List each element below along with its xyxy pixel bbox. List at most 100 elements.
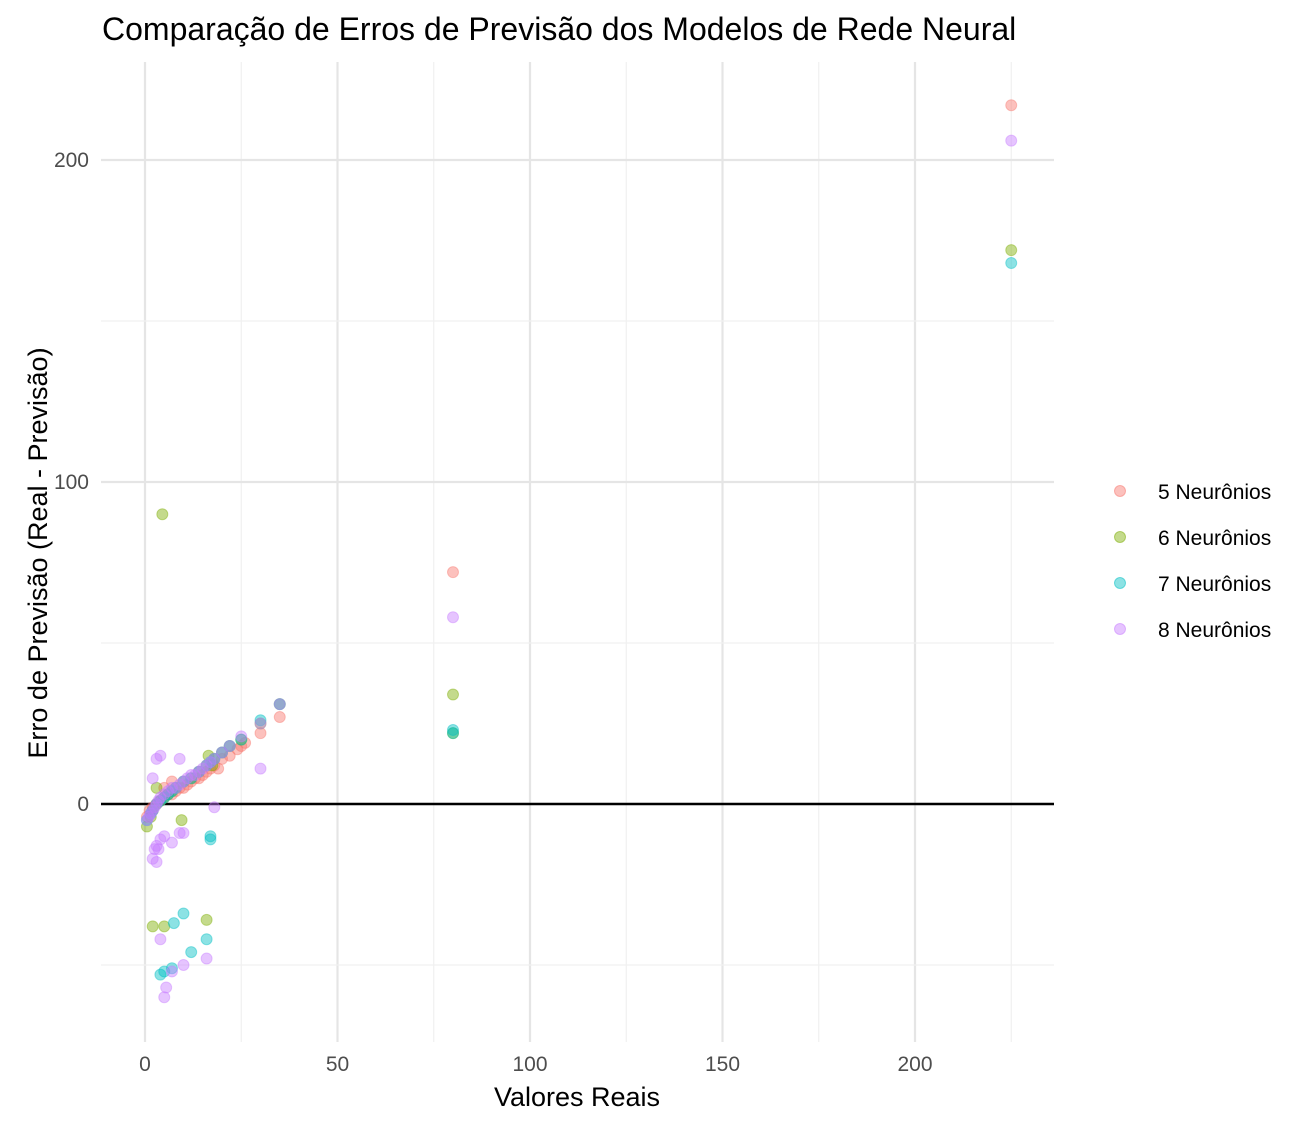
data-point (173, 778, 186, 791)
data-point (148, 843, 161, 856)
data-point (152, 794, 165, 807)
data-point (192, 772, 205, 785)
data-point (216, 752, 228, 765)
data-point (158, 791, 171, 804)
data-point (140, 814, 153, 827)
data-point (158, 788, 171, 801)
data-point (200, 759, 213, 772)
data-point (192, 765, 205, 778)
data-point (254, 717, 267, 730)
data-point (273, 698, 286, 711)
data-point (158, 830, 171, 843)
data-point (154, 794, 167, 807)
data-point (447, 727, 459, 740)
data-point (254, 714, 267, 727)
data-point (140, 810, 153, 823)
data-point (169, 781, 182, 794)
data-point (173, 752, 186, 765)
x-tick-label: 50 (326, 1053, 349, 1076)
data-point (146, 801, 159, 814)
legend-key (1114, 485, 1126, 497)
x-tick-label: 0 (139, 1053, 151, 1076)
data-point (143, 804, 156, 817)
data-point (204, 756, 217, 769)
data-point (1005, 257, 1018, 270)
data-point (1005, 134, 1018, 147)
data-point (1005, 99, 1018, 112)
data-point (154, 933, 167, 946)
data-point (177, 775, 190, 788)
data-point (200, 765, 213, 778)
data-point (173, 826, 186, 839)
data-point (447, 723, 459, 736)
data-point (206, 759, 219, 772)
data-point (150, 781, 163, 794)
data-point (165, 785, 178, 798)
data-point (144, 810, 157, 823)
data-point (165, 775, 178, 788)
data-point (447, 727, 459, 740)
data-point (1005, 244, 1018, 257)
data-point (150, 855, 163, 868)
legend-key (1114, 531, 1126, 543)
data-point (189, 769, 202, 782)
data-point (150, 798, 163, 810)
legend-key (1114, 577, 1126, 589)
data-point (158, 991, 171, 1004)
data-point (254, 762, 267, 775)
legend-label: 7 Neurônios (1158, 573, 1271, 596)
data-point (158, 791, 171, 804)
data-point (165, 965, 178, 978)
y-axis-title: Erro de Previsão (Real - Previsão) (23, 347, 53, 758)
data-point (208, 759, 221, 772)
data-point (165, 788, 178, 801)
data-point (208, 752, 221, 765)
data-point (150, 798, 163, 810)
x-axis-title: Valores Reais (494, 1082, 660, 1112)
data-point (144, 807, 157, 820)
y-tick-label: 200 (54, 149, 89, 172)
data-point (185, 775, 198, 788)
data-point (177, 907, 190, 920)
data-point (185, 772, 198, 785)
data-point (185, 769, 198, 782)
data-point (154, 794, 167, 807)
data-point (181, 772, 194, 785)
data-point (173, 781, 186, 794)
data-point (162, 788, 175, 801)
data-point (208, 752, 221, 765)
legend-item: 6 Neurônios (1114, 527, 1271, 550)
legend-label: 8 Neurônios (1158, 619, 1271, 642)
data-point (150, 839, 163, 852)
data-point (212, 762, 225, 775)
data-point (158, 781, 171, 794)
data-point (189, 772, 202, 785)
data-point (177, 775, 190, 788)
data-point (169, 785, 182, 798)
data-point (154, 968, 167, 981)
data-point (146, 804, 159, 817)
data-point (200, 952, 213, 965)
data-point (165, 781, 178, 794)
data-point (150, 798, 163, 810)
data-point (146, 804, 159, 817)
series-1 (140, 99, 1018, 823)
legend-item: 8 Neurônios (1114, 619, 1271, 642)
data-point (162, 788, 175, 801)
data-point (177, 959, 190, 971)
data-point (447, 611, 459, 624)
data-point (140, 814, 153, 827)
data-point (200, 933, 213, 946)
x-tick-label: 100 (512, 1053, 547, 1076)
data-point (200, 759, 213, 772)
data-point (185, 772, 198, 785)
data-point (177, 826, 190, 839)
legend-label: 5 Neurônios (1158, 481, 1271, 504)
data-point (154, 749, 167, 762)
data-point (154, 833, 167, 846)
data-point (235, 730, 248, 743)
y-tick-label: 0 (77, 793, 89, 816)
data-point (185, 946, 198, 959)
data-point (273, 698, 286, 711)
data-point (192, 765, 205, 778)
